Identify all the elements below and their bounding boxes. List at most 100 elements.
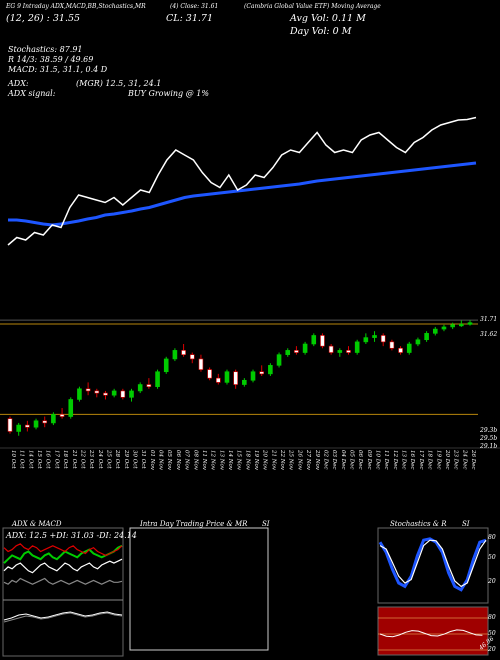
candle-body bbox=[120, 390, 126, 398]
date-label: 26 Nov bbox=[296, 449, 302, 471]
avg-volume: Avg Vol: 0.11 M bbox=[290, 13, 366, 24]
date-label: 05 Nov bbox=[166, 450, 172, 471]
header-line1-b: B,Stochastics,MR bbox=[92, 3, 146, 10]
candle-body bbox=[103, 392, 108, 396]
candle-body bbox=[389, 341, 395, 349]
rsi-panel-frame bbox=[377, 606, 489, 656]
date-label: 23 Dec bbox=[453, 449, 459, 470]
candle-body bbox=[94, 390, 100, 394]
candle-body bbox=[363, 337, 369, 343]
header-line2-a: (12, 26) : 31.55 bbox=[6, 13, 81, 24]
price-line bbox=[7, 116, 477, 246]
price-label-top: 31.71 bbox=[480, 316, 498, 323]
date-label: 05 Dec bbox=[348, 450, 354, 470]
rsi-tick-80: 80 bbox=[488, 614, 496, 621]
date-label: 14 Nov bbox=[227, 450, 233, 471]
candle-body bbox=[42, 420, 48, 424]
rsi-tick-50: 50 bbox=[488, 630, 496, 637]
candle-body bbox=[198, 358, 204, 370]
date-label: 18 Dec bbox=[427, 450, 433, 470]
rsi-line bbox=[379, 629, 483, 638]
stoch-panel-title: Stochastics & R bbox=[390, 520, 447, 528]
candle-body bbox=[268, 365, 273, 375]
rsi-tick-20: 20 bbox=[488, 646, 496, 653]
candle-body bbox=[172, 350, 178, 360]
candle-body bbox=[155, 371, 160, 387]
date-label: 08 Nov bbox=[192, 450, 198, 471]
date-label: 04 Dec bbox=[340, 450, 346, 470]
candle-body bbox=[242, 379, 247, 385]
stoch-tick-80: 80 bbox=[488, 534, 496, 541]
date-label: 23 Oct bbox=[88, 449, 94, 469]
date-label: 19 Dec bbox=[435, 450, 441, 470]
date-label: 19 Nov bbox=[253, 450, 259, 471]
date-label: 12 Dec bbox=[392, 450, 398, 470]
date-label: 20 Nov bbox=[262, 449, 268, 471]
intraday-panel-frame bbox=[129, 527, 269, 651]
date-label: 20 Dec bbox=[444, 449, 450, 470]
candle-body bbox=[328, 345, 334, 353]
candle-body bbox=[311, 335, 317, 345]
date-label: 18 Oct bbox=[62, 450, 68, 469]
candle-body bbox=[51, 414, 56, 424]
intraday-panel-si: SI bbox=[262, 520, 270, 528]
date-label: 25 Oct bbox=[105, 449, 111, 469]
candle-body bbox=[7, 418, 13, 432]
candle-body bbox=[146, 384, 152, 387]
macd-line bbox=[3, 612, 123, 623]
candle-body bbox=[285, 350, 291, 355]
price-label-low-2: 29.5b bbox=[480, 435, 498, 442]
candle-body bbox=[302, 343, 308, 353]
adx-series-line bbox=[3, 577, 123, 585]
candle-body bbox=[346, 350, 351, 353]
candle-body bbox=[111, 390, 117, 396]
candle-body bbox=[16, 424, 21, 432]
adx-series-line bbox=[3, 543, 123, 557]
date-label: 16 Oct bbox=[45, 450, 51, 469]
date-label: 30 Oct bbox=[132, 450, 138, 469]
date-label: 15 Oct bbox=[36, 450, 42, 469]
date-label: 29 Oct bbox=[123, 449, 129, 469]
candle-body bbox=[137, 384, 143, 392]
date-label: 16 Dec bbox=[409, 450, 415, 470]
candle-body bbox=[424, 333, 429, 341]
price-label-mid: 31.62 bbox=[480, 331, 498, 338]
date-label: 02 Dec bbox=[322, 450, 328, 470]
adx-value: (MGR) 12.5, 31, 24.1 bbox=[76, 79, 162, 88]
candle-body bbox=[59, 414, 65, 417]
candle-body bbox=[85, 388, 91, 392]
date-label: 11 Oct bbox=[19, 450, 25, 469]
adx-panel-frame bbox=[2, 527, 124, 657]
candle-body bbox=[25, 424, 30, 428]
stoch-panel-si: SI bbox=[462, 520, 470, 528]
adx-series-line bbox=[3, 558, 123, 574]
stochastics-value: Stochastics: 87.91 bbox=[8, 45, 83, 54]
moving-average-line bbox=[8, 161, 477, 227]
candle-body bbox=[163, 358, 169, 373]
candle-body bbox=[276, 354, 282, 366]
date-label: 03 Dec bbox=[331, 450, 337, 470]
candle-body bbox=[129, 390, 134, 398]
adx-label: ADX: bbox=[8, 79, 29, 88]
candle-body bbox=[207, 369, 212, 379]
date-label: 24 Oct bbox=[97, 449, 103, 469]
date-label: 31 Oct bbox=[140, 450, 146, 469]
price-label-low-1: 29.3b bbox=[480, 427, 498, 434]
header-line1-d: (Cambria Global Value ETF) Moving Averag… bbox=[244, 3, 381, 10]
candle-body bbox=[224, 371, 230, 383]
date-label: 14 Oct bbox=[27, 450, 33, 469]
date-label: 27 Nov bbox=[305, 449, 311, 471]
date-label: 13 Nov bbox=[218, 450, 224, 471]
candle-body bbox=[250, 371, 256, 381]
adx-signal-label: ADX signal: bbox=[8, 89, 56, 98]
date-label: 15 Nov bbox=[236, 450, 242, 471]
candle-body bbox=[216, 377, 221, 383]
candle-body bbox=[406, 343, 412, 353]
candle-body bbox=[181, 350, 186, 355]
candle-body bbox=[450, 324, 455, 328]
adx-panel-title: ADX & MACD bbox=[12, 520, 62, 528]
date-label: 24 Dec bbox=[461, 449, 467, 470]
candle-body bbox=[320, 335, 325, 347]
date-label: 09 Dec bbox=[366, 450, 372, 470]
